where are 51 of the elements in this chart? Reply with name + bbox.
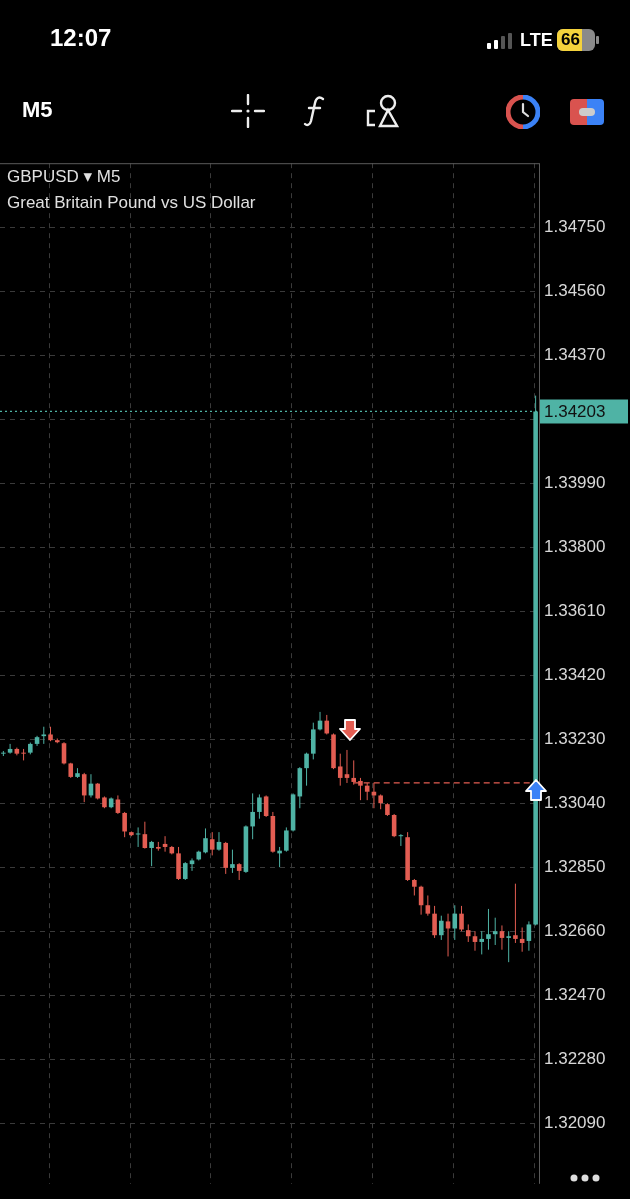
candlestick [250,792,255,840]
candlestick [479,930,485,955]
candlestick [486,908,491,951]
y-tick-label: 1.32660 [544,920,606,940]
candlestick [324,714,330,735]
candlestick [459,905,464,932]
candlestick [506,930,511,963]
candlestick [337,753,343,787]
candlestick [284,826,289,853]
text: LTE [520,30,553,50]
candlestick [439,915,444,941]
candlestick [472,930,478,952]
candlestick [115,794,121,815]
y-tick-label: 1.34370 [544,344,606,364]
candlestick [425,894,431,917]
text: 66 [561,30,580,49]
candlestick [122,811,127,838]
candlestick [230,849,235,874]
candlestick [203,827,208,854]
text: 12:07 [50,24,112,51]
y-tick-label: 1.33420 [544,664,606,684]
y-tick-label: 1.33230 [544,728,606,748]
candlestick [81,772,87,803]
candlestick [257,793,262,820]
candlestick [432,905,437,939]
y-tick-label: 1.33990 [544,472,606,492]
candlestick [21,748,26,761]
y-tick-label: 1.34560 [544,280,606,300]
candlestick [304,752,309,787]
y-tick-label: 1.33800 [544,536,606,556]
candlestick [7,743,13,755]
y-tick-label: 1.34750 [544,216,606,236]
candlestick [452,904,458,941]
text: M5 [22,97,53,122]
y-tick-label: 1.32280 [544,1048,606,1068]
candlestick [513,883,518,944]
candlestick [216,831,222,852]
y-tick-label: 1.32850 [544,856,606,876]
y-tick-label: 1.33610 [544,600,606,620]
ref-line-label: 1.34203 [544,402,606,422]
y-tick-label: 1.32090 [544,1112,606,1132]
candlestick [149,840,154,867]
y-tick-label: 1.32470 [544,984,606,1004]
text: Great Britain Pound vs US Dollar [7,192,256,212]
candlestick [189,857,195,872]
chart-title: GBPUSD ▾ M5 [7,166,121,186]
candlestick [499,924,505,951]
candlestick [263,794,269,818]
candlestick [344,749,350,784]
candlestick [209,831,215,856]
y-tick-label: 1.33040 [544,792,606,812]
